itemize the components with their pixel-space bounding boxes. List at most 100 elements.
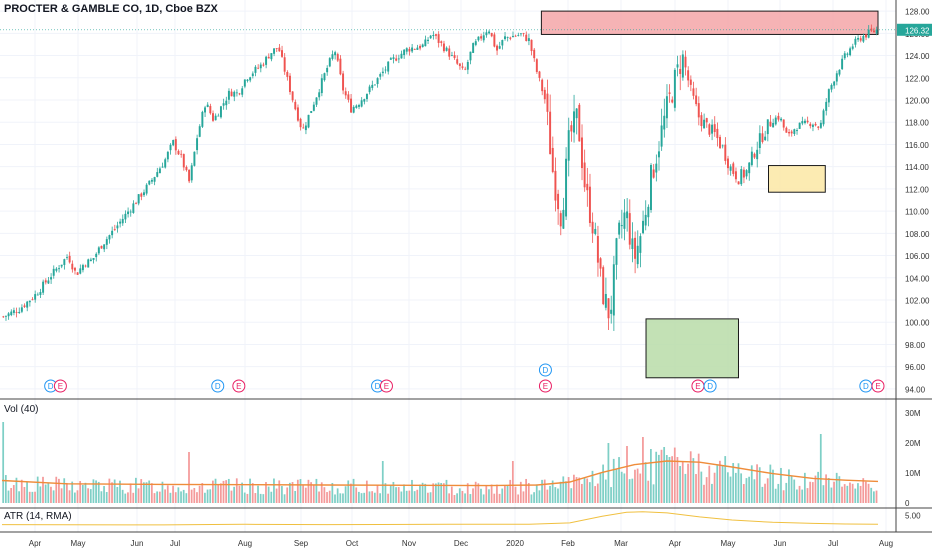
volume-bar[interactable] (219, 483, 222, 503)
volume-bar[interactable] (801, 489, 804, 503)
candle-body[interactable] (339, 58, 342, 75)
candle-body[interactable] (469, 51, 472, 61)
volume-bar[interactable] (811, 482, 814, 503)
volume-bar[interactable] (310, 482, 312, 503)
volume-bar[interactable] (732, 463, 735, 503)
candle-body[interactable] (395, 58, 398, 61)
candle-body[interactable] (631, 238, 634, 250)
candle-body[interactable] (50, 277, 53, 280)
volume-bar[interactable] (567, 477, 570, 503)
candle-body[interactable] (796, 130, 798, 132)
volume-bar[interactable] (355, 487, 358, 503)
candle-body[interactable] (58, 268, 60, 270)
candle-body[interactable] (801, 121, 804, 124)
candle-body[interactable] (326, 67, 329, 73)
candle-body[interactable] (748, 162, 751, 174)
candle-body[interactable] (567, 130, 570, 161)
candle-body[interactable] (557, 193, 560, 210)
candle-body[interactable] (28, 300, 31, 303)
volume-bar[interactable] (4, 475, 7, 503)
volume-bar[interactable] (132, 492, 135, 503)
candle-body[interactable] (578, 104, 581, 142)
volume-bar[interactable] (156, 491, 159, 503)
volume-bar[interactable] (36, 476, 39, 503)
volume-bar[interactable] (326, 492, 328, 503)
candle-body[interactable] (703, 119, 706, 129)
candle-body[interactable] (689, 79, 692, 85)
volume-bar[interactable] (780, 467, 782, 503)
volume-bar[interactable] (68, 490, 71, 503)
volume-bar[interactable] (565, 481, 567, 503)
candle-body[interactable] (729, 166, 732, 171)
candle-body[interactable] (793, 129, 796, 134)
volume-bar[interactable] (395, 487, 397, 503)
volume-bar[interactable] (440, 483, 443, 503)
volume-bar[interactable] (496, 484, 498, 503)
volume-bar[interactable] (294, 490, 297, 503)
volume-bar[interactable] (66, 482, 68, 503)
candle-body[interactable] (140, 193, 143, 197)
volume-bar[interactable] (774, 488, 777, 503)
volume-bar[interactable] (719, 460, 721, 503)
candle-body[interactable] (533, 49, 536, 59)
volume-bar[interactable] (708, 465, 711, 503)
candle-body[interactable] (700, 115, 703, 127)
volume-bar[interactable] (854, 488, 857, 503)
candle-body[interactable] (368, 86, 371, 93)
candle-body[interactable] (135, 203, 137, 205)
volume-bar[interactable] (150, 483, 153, 503)
candle-body[interactable] (740, 169, 743, 185)
volume-bar[interactable] (105, 492, 108, 503)
candle-body[interactable] (551, 147, 554, 172)
volume-bar[interactable] (50, 486, 52, 503)
candle-body[interactable] (243, 79, 246, 87)
volume-bar[interactable] (127, 492, 129, 503)
candle-body[interactable] (169, 144, 172, 151)
volume-bar[interactable] (522, 491, 525, 503)
atr-line[interactable] (1, 511, 879, 526)
volume-bar[interactable] (84, 482, 87, 503)
candle-body[interactable] (392, 57, 395, 60)
volume-bar[interactable] (533, 492, 535, 503)
candle-body[interactable] (198, 126, 201, 137)
volume-bar[interactable] (137, 488, 140, 503)
volume-bar[interactable] (291, 482, 294, 503)
candle-body[interactable] (39, 292, 42, 295)
volume-bar[interactable] (790, 475, 793, 503)
volume-bar[interactable] (644, 462, 647, 503)
volume-bar[interactable] (734, 472, 737, 503)
volume-bar[interactable] (519, 481, 522, 503)
volume-bar[interactable] (217, 484, 220, 503)
candle-body[interactable] (267, 56, 270, 59)
volume-bar[interactable] (642, 437, 644, 503)
candle-body[interactable] (498, 46, 501, 49)
volume-bar[interactable] (681, 461, 684, 503)
volume-bar[interactable] (140, 479, 143, 503)
volume-bar[interactable] (111, 482, 113, 503)
volume-bar[interactable] (259, 493, 262, 503)
volume-bar[interactable] (400, 491, 403, 503)
candle-body[interactable] (212, 113, 214, 121)
candle-body[interactable] (296, 107, 299, 121)
dividend-marker[interactable] (703, 379, 717, 393)
candle-body[interactable] (323, 73, 326, 81)
candle-body[interactable] (246, 79, 249, 81)
volume-bar[interactable] (116, 487, 119, 503)
volume-bar[interactable] (777, 483, 780, 503)
candle-body[interactable] (283, 57, 286, 72)
volume-bar[interactable] (257, 485, 259, 503)
volume-bar[interactable] (628, 479, 631, 503)
volume-bar[interactable] (461, 490, 464, 503)
volume-bar[interactable] (671, 456, 673, 503)
volume-bar[interactable] (618, 457, 620, 503)
candle-body[interactable] (150, 179, 153, 182)
volume-bar[interactable] (347, 480, 350, 503)
atr-series[interactable] (1, 511, 879, 526)
candle-body[interactable] (92, 258, 95, 260)
candle-body[interactable] (294, 101, 297, 110)
volume-bar[interactable] (87, 488, 89, 503)
volume-bar[interactable] (376, 484, 379, 503)
volume-bar[interactable] (368, 491, 371, 503)
volume-bar[interactable] (493, 493, 496, 503)
volume-bar[interactable] (241, 482, 243, 503)
